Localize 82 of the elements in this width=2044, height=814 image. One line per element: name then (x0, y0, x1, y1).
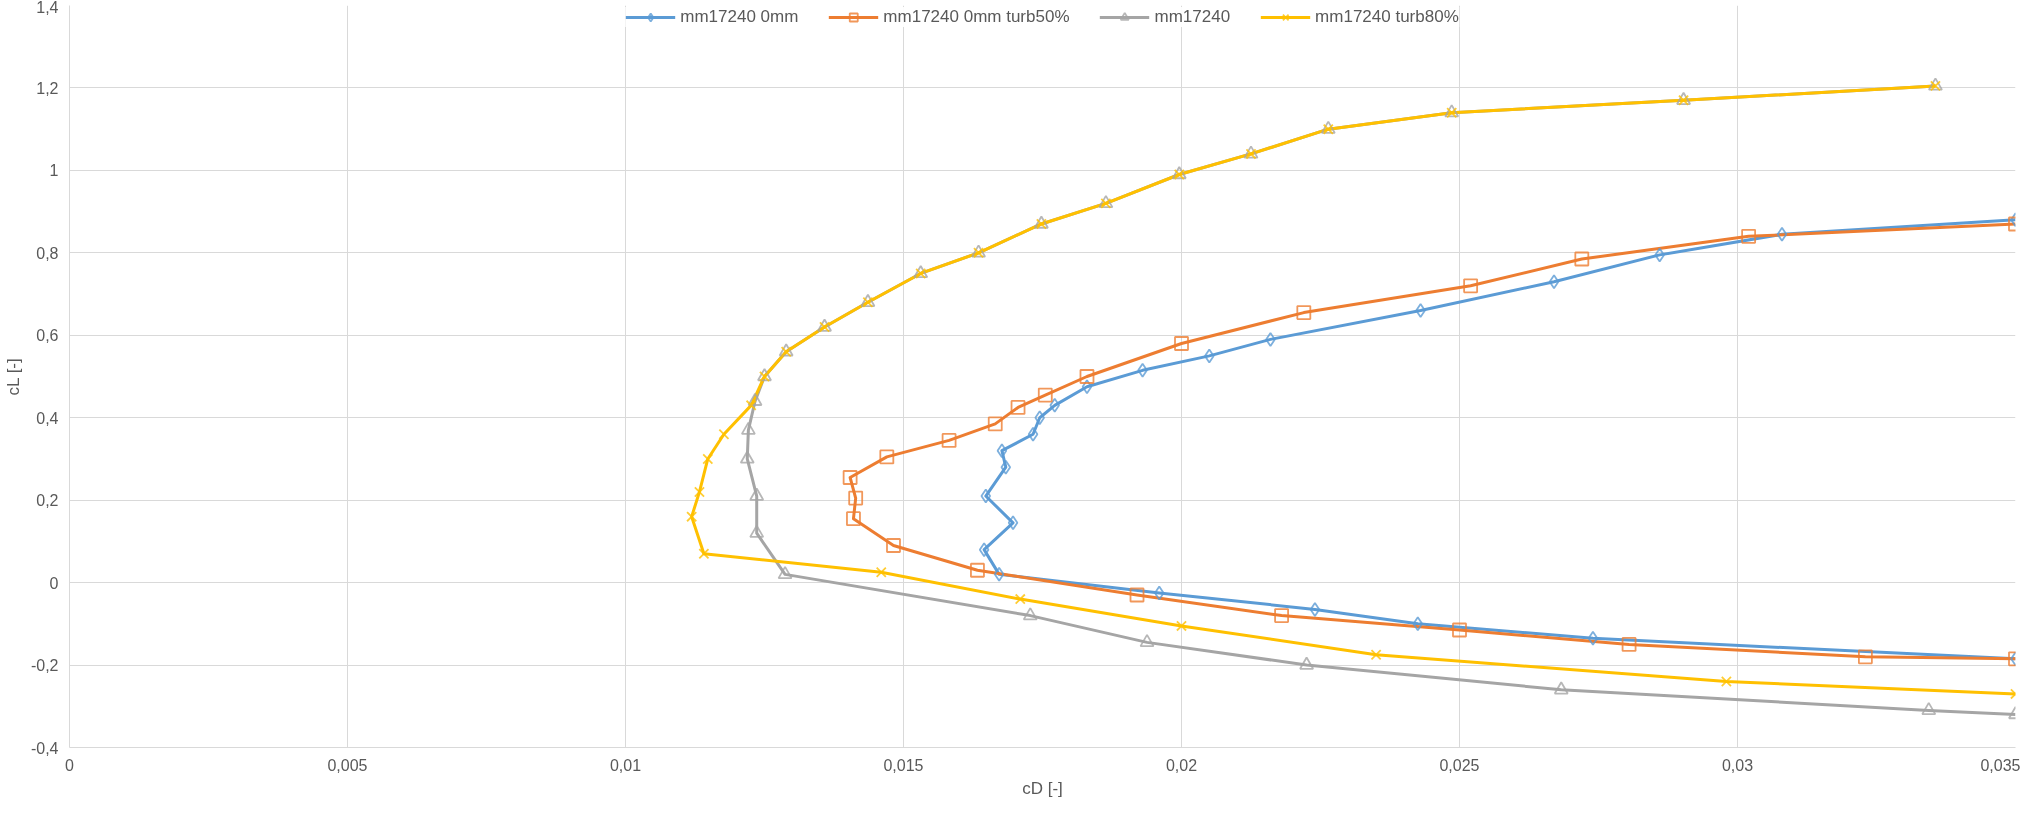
point (718, 428, 730, 440)
point (1587, 630, 1599, 646)
point (749, 524, 765, 538)
point (740, 421, 756, 435)
point (970, 562, 985, 578)
point (875, 566, 887, 578)
x-tick-label: 0 (65, 756, 75, 774)
y-tick-label: 0,4 (36, 409, 59, 427)
point (749, 487, 765, 501)
point (1299, 656, 1314, 670)
point (1129, 587, 1145, 603)
point (1776, 226, 1788, 242)
point (1176, 620, 1187, 632)
point (1014, 593, 1026, 605)
x-tick-label: 0,035 (1980, 756, 2021, 774)
x-tick-label: 0,025 (1439, 756, 1480, 774)
y-tick-label: 0,2 (36, 492, 59, 510)
x-tick-label: 0,02 (1165, 756, 1198, 774)
legend-label: mm17240 turb80% (1315, 7, 1459, 27)
x-tick-label: 0,005 (327, 756, 368, 774)
point (1720, 676, 1732, 688)
y-tick-label: -0,2 (30, 657, 59, 675)
x-tick-label: 0,01 (609, 756, 642, 774)
point (886, 538, 901, 553)
legend-label: mm17240 0mm (680, 7, 799, 27)
point (1079, 369, 1095, 384)
y-tick-label: -0,4 (30, 739, 59, 757)
point (1265, 332, 1276, 347)
point (1010, 400, 1026, 415)
point (1415, 303, 1426, 318)
point (1081, 379, 1093, 395)
x-tick-label: 0,015 (883, 756, 924, 774)
point (996, 443, 1008, 459)
point (1548, 274, 1560, 290)
point (1857, 649, 1873, 665)
point (686, 511, 698, 523)
point (1370, 649, 1382, 661)
y-tick-label: 0 (49, 574, 59, 592)
point (993, 566, 1005, 582)
point (987, 416, 1003, 432)
point (702, 453, 714, 465)
y-tick-label: 0,8 (36, 244, 59, 262)
point (1022, 607, 1038, 621)
point (739, 450, 755, 464)
x-axis-title: cD [-] (1022, 778, 1063, 798)
point (1452, 622, 1467, 638)
legend-label: mm17240 (1154, 7, 1231, 27)
point (848, 490, 864, 506)
point (980, 488, 992, 504)
point (1037, 387, 1053, 403)
point (698, 548, 710, 560)
point (1309, 602, 1321, 617)
point (1921, 701, 1937, 716)
point (777, 565, 793, 580)
point (1007, 515, 1019, 531)
point (1463, 278, 1479, 294)
point (1000, 459, 1012, 475)
point (1741, 228, 1757, 244)
point (842, 470, 858, 485)
point (1139, 633, 1155, 648)
point (693, 486, 705, 498)
point (978, 542, 990, 558)
point (879, 449, 895, 465)
point (1412, 616, 1424, 632)
y-tick-label: 1,4 (36, 0, 59, 16)
point (1027, 426, 1039, 442)
point (1621, 637, 1637, 652)
point (745, 399, 757, 411)
x-tick-label: 0,03 (1721, 756, 1754, 774)
point (1553, 681, 1569, 695)
point (1274, 608, 1289, 623)
y-tick-label: 1 (49, 162, 59, 180)
y-tick-label: 1,2 (36, 79, 59, 97)
point (941, 432, 957, 448)
legend-label: mm17240 0mm turb50% (883, 7, 1070, 27)
point (1574, 251, 1590, 267)
point (1296, 305, 1312, 321)
y-tick-label: 0,6 (36, 327, 59, 345)
y-axis-title: cL [-] (3, 358, 23, 396)
point (1174, 336, 1189, 351)
point (846, 511, 861, 527)
point (747, 392, 763, 406)
